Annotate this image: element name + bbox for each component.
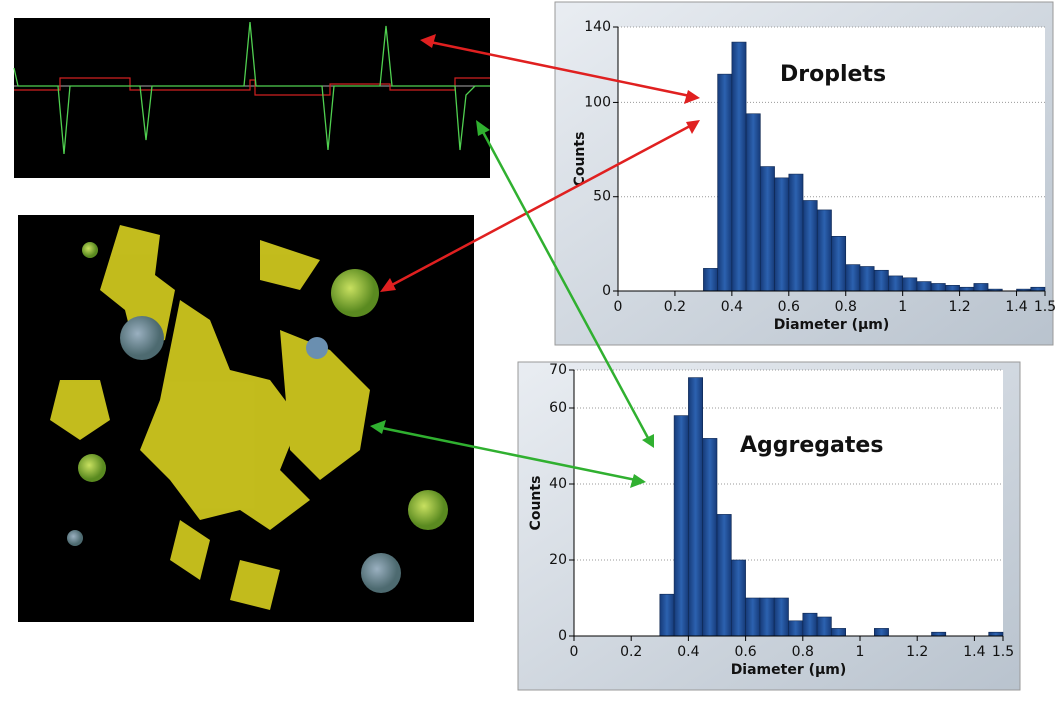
plot-area (574, 370, 1003, 636)
bar (716, 514, 732, 637)
bar (916, 281, 932, 292)
annotation: Aggregates (740, 433, 883, 458)
x-tick-label: 0.8 (835, 299, 857, 315)
x-tick-label: 0.4 (677, 644, 699, 660)
x-tick-label: 1.4 (1005, 299, 1027, 315)
x-axis-label: Diameter (µm) (731, 662, 847, 678)
signal-trace (13, 18, 490, 178)
bar (930, 283, 946, 292)
x-tick-label: 1.5 (992, 644, 1014, 660)
annotation: Droplets (780, 62, 886, 87)
bar (802, 200, 818, 292)
bar (873, 269, 889, 292)
y-tick-label: 0 (602, 283, 611, 299)
bar (816, 209, 832, 292)
x-tick-label: 1 (898, 299, 907, 315)
y-tick-label: 50 (593, 189, 611, 205)
x-tick-label: 0.2 (620, 644, 642, 660)
x-tick-label: 0.8 (792, 644, 814, 660)
bar (788, 620, 804, 637)
y-tick-label: 0 (558, 628, 567, 644)
bar (773, 597, 789, 637)
bar (702, 438, 718, 637)
y-tick-label: 100 (584, 94, 611, 110)
bar (973, 283, 989, 292)
x-tick-label: 1.2 (948, 299, 970, 315)
bar (760, 166, 775, 292)
microscopy-image (18, 215, 474, 622)
x-tick-label: 0.6 (734, 644, 756, 660)
bar (788, 173, 804, 292)
bar (659, 593, 675, 637)
bar (759, 597, 775, 637)
x-tick-label: 0.4 (721, 299, 743, 315)
bar (1030, 286, 1046, 292)
x-axis-label: Diameter (µm) (774, 317, 890, 333)
bar (816, 616, 832, 637)
bar (774, 177, 790, 292)
bar (831, 628, 847, 637)
bar (831, 236, 847, 292)
bar (859, 266, 875, 292)
bar (845, 264, 861, 292)
bar (730, 559, 746, 637)
y-axis-label: Counts (528, 476, 544, 531)
x-tick-label: 1.5 (1034, 299, 1055, 315)
y-tick-label: 140 (584, 19, 611, 35)
bar (902, 277, 918, 292)
bar (703, 268, 718, 292)
bar (888, 275, 903, 292)
y-tick-label: 60 (549, 400, 567, 416)
bar (688, 377, 704, 637)
bar (673, 415, 689, 637)
arrows (370, 34, 700, 488)
bar (731, 41, 747, 292)
x-tick-label: 0.2 (664, 299, 686, 315)
bar (945, 285, 960, 292)
x-tick-label: 0 (614, 299, 623, 315)
y-tick-label: 20 (549, 552, 567, 568)
x-tick-label: 1 (856, 644, 865, 660)
bar (873, 628, 889, 637)
y-tick-label: 40 (549, 476, 567, 492)
bar (988, 631, 1004, 637)
bar (802, 612, 818, 637)
y-axis-label: Counts (572, 132, 588, 187)
x-tick-label: 1.4 (963, 644, 985, 660)
y-tick-label: 70 (549, 362, 567, 378)
bar (745, 113, 761, 292)
x-tick-label: 0 (570, 644, 579, 660)
x-tick-label: 1.2 (906, 644, 928, 660)
bar (959, 286, 975, 292)
x-tick-label: 0.6 (778, 299, 800, 315)
bar (717, 73, 733, 292)
bar (745, 597, 761, 637)
bar (931, 631, 947, 637)
